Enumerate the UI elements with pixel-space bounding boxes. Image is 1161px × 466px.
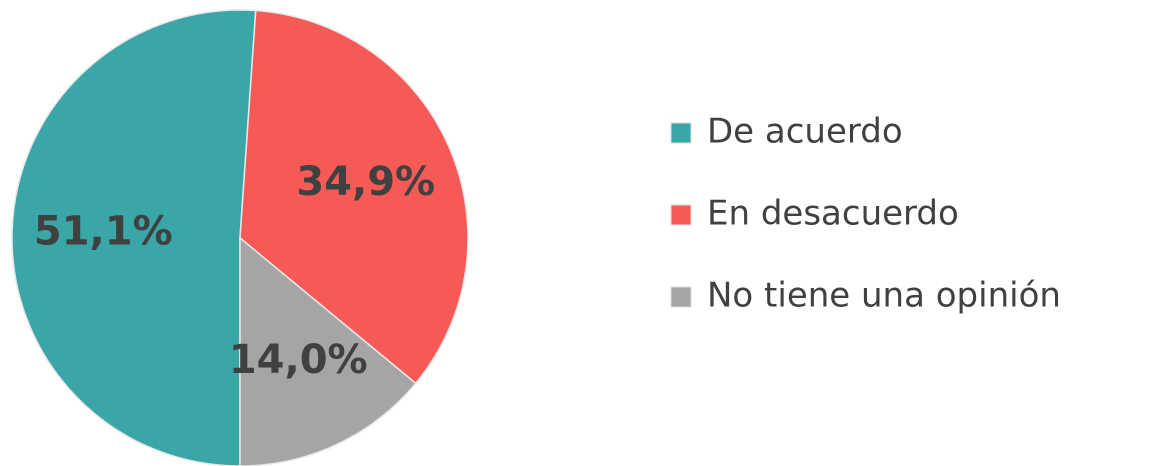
data-label: 14,0% [229, 337, 368, 383]
data-label: 51,1% [34, 208, 173, 254]
legend-label: No tiene una opinión [707, 276, 1061, 316]
legend-label: De acuerdo [707, 112, 903, 152]
legend-swatch [670, 286, 692, 308]
legend-swatch [670, 204, 692, 226]
legend-swatch [670, 122, 692, 144]
pie-slice [239, 236, 417, 466]
legend-label: En desacuerdo [707, 194, 959, 234]
data-label: 34,9% [296, 159, 435, 205]
pie-slice [11, 9, 257, 466]
pie-slice [239, 9, 469, 385]
